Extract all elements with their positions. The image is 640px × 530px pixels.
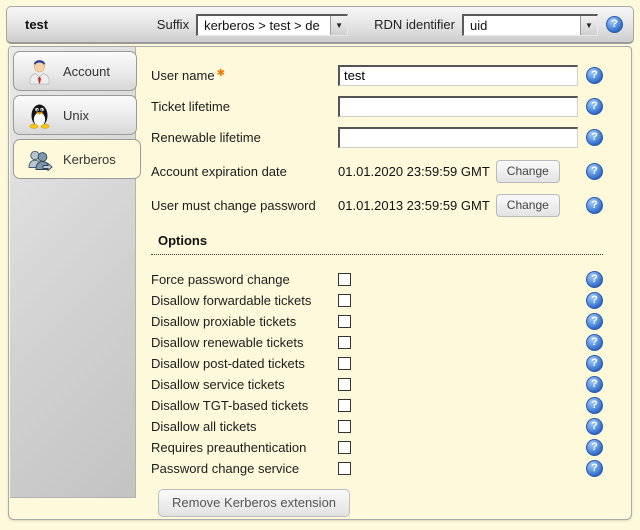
suffix-select[interactable]: kerberos > test > de ▼ bbox=[196, 13, 349, 36]
date-value: 01.01.2020 23:59:59 GMT bbox=[338, 163, 490, 179]
change-date-button[interactable]: Change bbox=[495, 159, 560, 183]
option-row: Password change service ? bbox=[151, 458, 603, 479]
option-checkbox[interactable] bbox=[338, 357, 351, 370]
field-label: Ticket lifetime✱ bbox=[151, 98, 230, 114]
option-row: Force password change ? bbox=[151, 269, 603, 290]
option-checkbox[interactable] bbox=[338, 378, 351, 391]
module-tab-label: Kerberos bbox=[63, 151, 116, 167]
help-icon[interactable]: ? bbox=[586, 397, 603, 414]
help-icon[interactable]: ? bbox=[586, 66, 603, 84]
option-label: Disallow post-dated tickets bbox=[151, 356, 305, 371]
module-tab[interactable]: Account bbox=[13, 51, 137, 91]
option-row: Disallow proxiable tickets ? bbox=[151, 311, 603, 332]
option-row: Disallow renewable tickets ? bbox=[151, 332, 603, 353]
option-label: Disallow all tickets bbox=[151, 419, 257, 434]
date-value: 01.01.2013 23:59:59 GMT bbox=[338, 197, 490, 213]
help-icon[interactable]: ? bbox=[586, 355, 603, 372]
text-input[interactable] bbox=[338, 64, 578, 86]
option-label: Disallow proxiable tickets bbox=[151, 314, 297, 329]
date-row: Account expiration date 01.01.2020 23:59… bbox=[151, 157, 603, 185]
option-checkbox[interactable] bbox=[338, 441, 351, 454]
header-bar: test Suffix kerberos > test > de ▼ RDN i… bbox=[6, 6, 634, 44]
module-tab-label: Unix bbox=[63, 107, 90, 123]
form-row: Renewable lifetime✱ ? bbox=[151, 123, 603, 151]
field-label: Renewable lifetime✱ bbox=[151, 129, 261, 145]
date-label: Account expiration date bbox=[151, 163, 287, 179]
rdn-identifier-label: RDN identifier bbox=[374, 17, 455, 32]
help-icon[interactable]: ? bbox=[586, 97, 603, 115]
chevron-down-icon[interactable]: ▼ bbox=[580, 15, 597, 35]
option-checkbox[interactable] bbox=[338, 462, 351, 475]
kerberos-icon bbox=[28, 150, 53, 171]
suffix-label: Suffix bbox=[156, 17, 190, 32]
module-tab[interactable]: Unix bbox=[13, 95, 137, 135]
help-icon[interactable]: ? bbox=[586, 334, 603, 351]
option-row: Requires preauthentication ? bbox=[151, 437, 603, 458]
date-row: User must change password 01.01.2013 23:… bbox=[151, 191, 603, 219]
module-tab[interactable]: Kerberos bbox=[13, 139, 141, 179]
suffix-select-value: kerberos > test > de bbox=[204, 17, 320, 33]
tux-icon bbox=[29, 104, 50, 129]
help-icon[interactable]: ? bbox=[586, 196, 603, 214]
options-heading: Options bbox=[151, 233, 603, 255]
form-row: Ticket lifetime✱ ? bbox=[151, 92, 603, 120]
option-label: Disallow TGT-based tickets bbox=[151, 398, 309, 413]
help-icon[interactable]: ? bbox=[586, 460, 603, 477]
help-icon[interactable]: ? bbox=[586, 162, 603, 180]
main-panel: Account Unix Kerberos User name✱ ? bbox=[8, 46, 632, 520]
option-label: Force password change bbox=[151, 272, 290, 287]
help-icon[interactable]: ? bbox=[586, 313, 603, 330]
chevron-down-icon[interactable]: ▼ bbox=[330, 15, 348, 35]
help-icon[interactable]: ? bbox=[586, 418, 603, 435]
text-input[interactable] bbox=[338, 126, 578, 148]
module-tab-label: Account bbox=[63, 63, 110, 79]
remove-kerberos-extension-button[interactable]: Remove Kerberos extension bbox=[158, 489, 351, 517]
kerberos-form: User name✱ ? Ticket lifetime✱ ? Renewabl… bbox=[151, 47, 621, 521]
option-label: Disallow forwardable tickets bbox=[151, 293, 312, 308]
user-icon bbox=[29, 59, 50, 84]
option-checkbox[interactable] bbox=[338, 336, 351, 349]
module-tab-sidebar: Account Unix Kerberos bbox=[10, 47, 141, 498]
rdn-identifier-select[interactable]: uid ▼ bbox=[462, 13, 598, 36]
option-label: Password change service bbox=[151, 461, 300, 476]
option-checkbox[interactable] bbox=[338, 420, 351, 433]
option-checkbox[interactable] bbox=[338, 294, 351, 307]
option-row: Disallow TGT-based tickets ? bbox=[151, 395, 603, 416]
option-label: Disallow renewable tickets bbox=[151, 335, 304, 350]
required-marker: ✱ bbox=[216, 67, 225, 79]
option-label: Requires preauthentication bbox=[151, 440, 307, 455]
option-checkbox[interactable] bbox=[338, 399, 351, 412]
option-row: Disallow forwardable tickets ? bbox=[151, 290, 603, 311]
option-label: Disallow service tickets bbox=[151, 377, 285, 392]
date-rows: Account expiration date 01.01.2020 23:59… bbox=[151, 157, 621, 219]
help-icon[interactable]: ? bbox=[586, 376, 603, 393]
text-input[interactable] bbox=[338, 95, 578, 117]
help-icon[interactable]: ? bbox=[586, 292, 603, 309]
option-row: Disallow post-dated tickets ? bbox=[151, 353, 603, 374]
options-checkbox-list: Force password change ? Disallow forward… bbox=[151, 269, 621, 479]
help-icon[interactable]: ? bbox=[586, 128, 603, 146]
option-row: Disallow service tickets ? bbox=[151, 374, 603, 395]
page-title: test bbox=[25, 17, 49, 32]
help-icon[interactable]: ? bbox=[586, 439, 603, 456]
option-checkbox[interactable] bbox=[338, 315, 351, 328]
option-row: Disallow all tickets ? bbox=[151, 416, 603, 437]
option-checkbox[interactable] bbox=[338, 273, 351, 286]
help-icon[interactable]: ? bbox=[606, 16, 623, 33]
field-label: User name ✱ bbox=[151, 67, 225, 83]
date-label: User must change password bbox=[151, 197, 316, 213]
rdn-select-value: uid bbox=[470, 17, 488, 33]
help-icon[interactable]: ? bbox=[586, 271, 603, 288]
form-row: User name✱ ? bbox=[151, 61, 603, 89]
change-date-button[interactable]: Change bbox=[495, 193, 560, 217]
field-rows: User name✱ ? Ticket lifetime✱ ? Renewabl… bbox=[151, 61, 621, 151]
